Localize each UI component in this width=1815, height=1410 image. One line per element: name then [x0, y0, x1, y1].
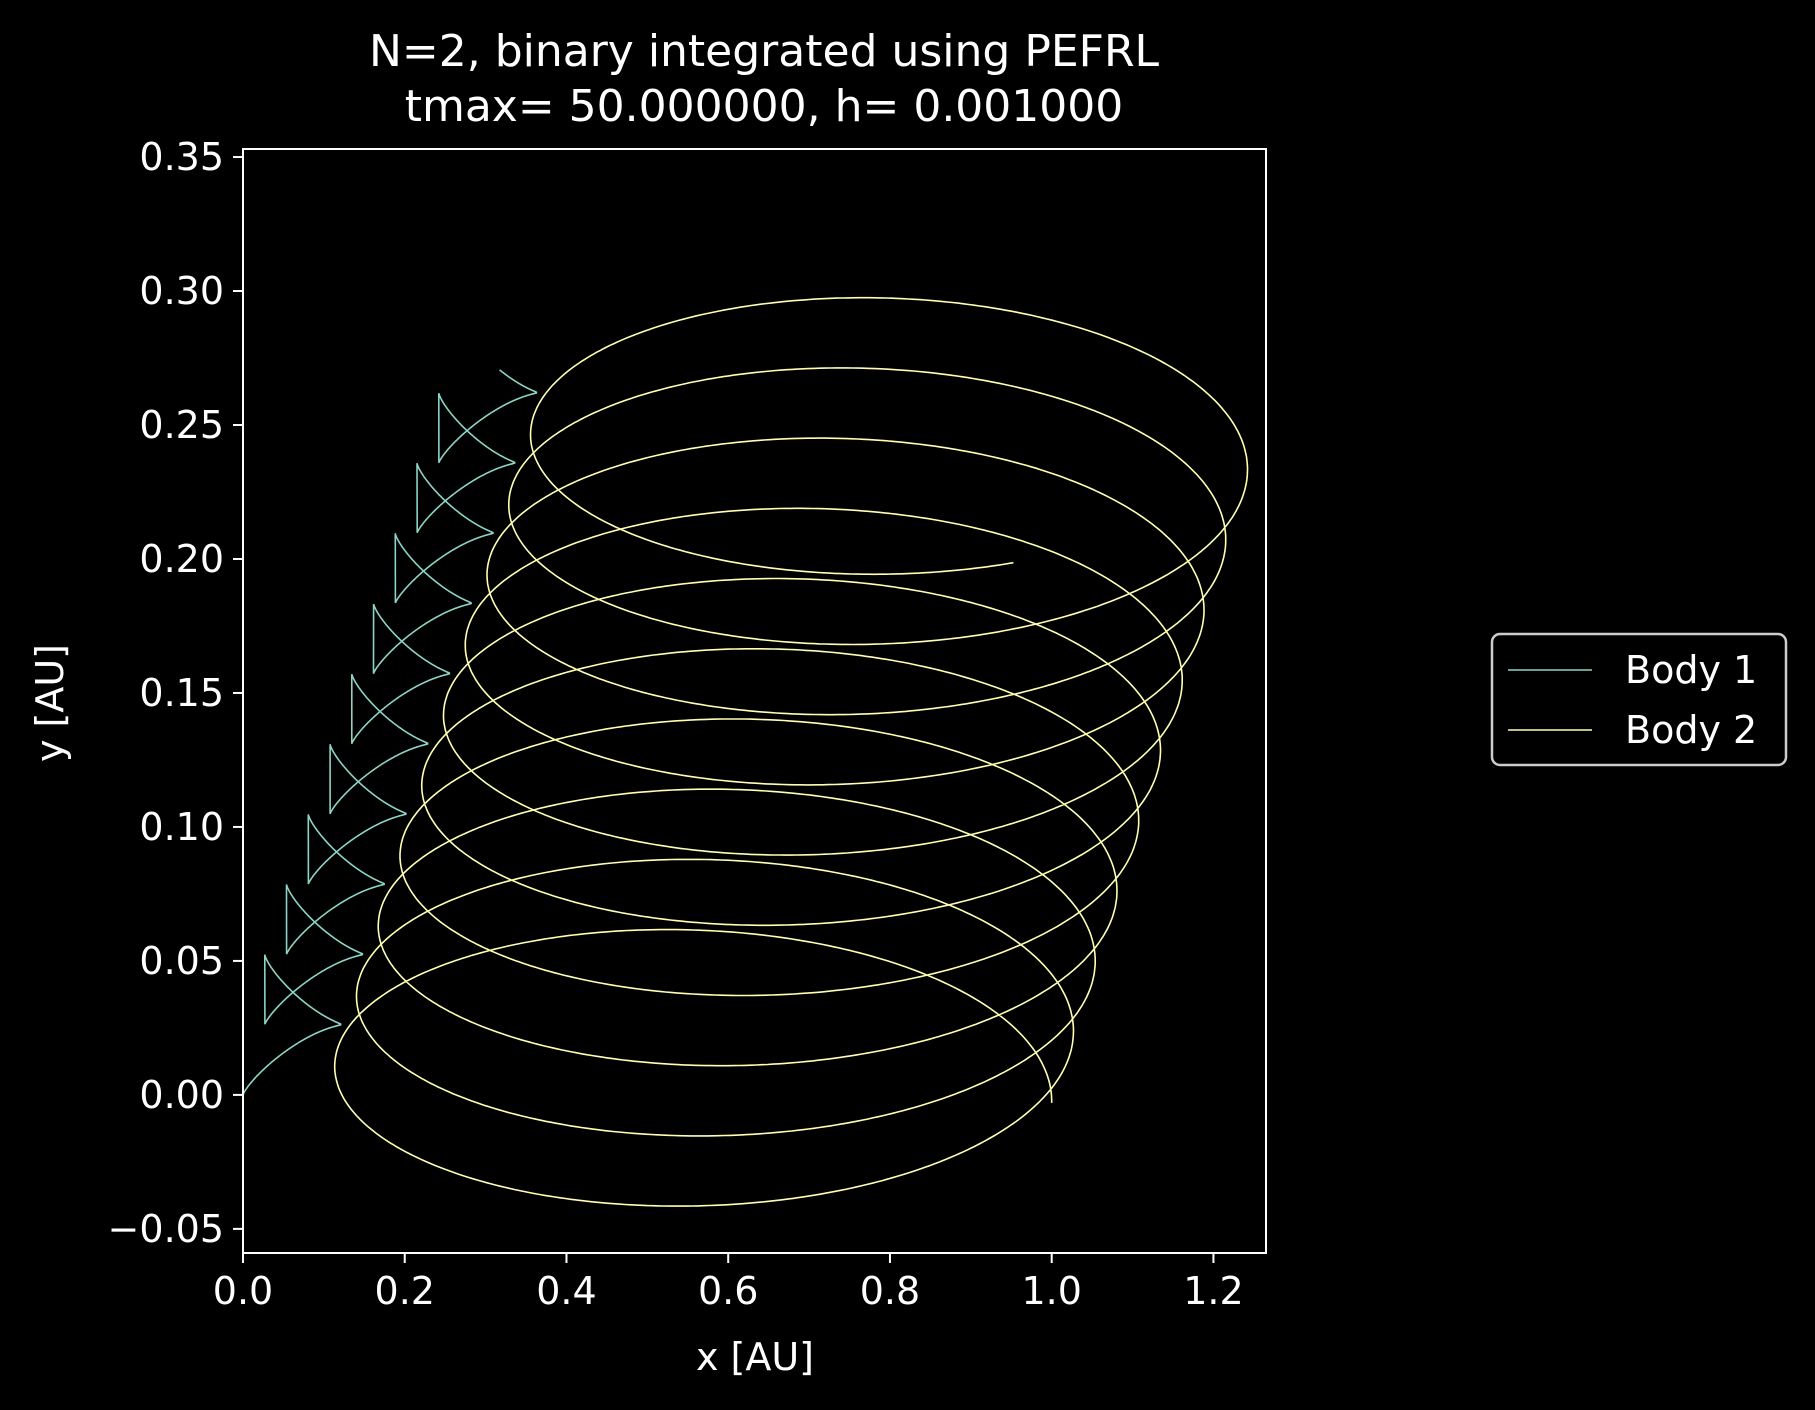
y-tick-label: 0.10 [139, 805, 224, 849]
x-tick-label: 0.8 [860, 1269, 920, 1313]
x-tick-label: 1.2 [1183, 1269, 1243, 1313]
y-tick-label: 0.05 [139, 939, 224, 983]
chart-subtitle: tmax= 50.000000, h= 0.001000 [405, 81, 1124, 132]
y-axis-label: y [AU] [28, 644, 72, 762]
legend: Body 1 Body 2 [1492, 634, 1786, 765]
legend-label-2: Body 2 [1625, 708, 1757, 752]
x-axis-label: x [AU] [696, 1335, 814, 1379]
y-tick-label: 0.30 [139, 269, 224, 313]
y-tick-label: 0.20 [139, 537, 224, 581]
x-tick-label: 0.0 [213, 1269, 273, 1313]
legend-label-1: Body 1 [1625, 648, 1757, 692]
y-tick-label: 0.25 [139, 403, 224, 447]
y-tick-label: 0.15 [139, 671, 224, 715]
x-tick-label: 1.0 [1021, 1269, 1081, 1313]
x-tick-label: 0.6 [698, 1269, 758, 1313]
y-tick-label: 0.35 [139, 135, 224, 179]
x-tick-label: 0.2 [375, 1269, 435, 1313]
chart-title: N=2, binary integrated using PEFRL [369, 26, 1160, 77]
x-tick-label: 0.4 [536, 1269, 596, 1313]
y-tick-label: 0.00 [139, 1073, 224, 1117]
y-tick-label: −0.05 [108, 1207, 224, 1251]
